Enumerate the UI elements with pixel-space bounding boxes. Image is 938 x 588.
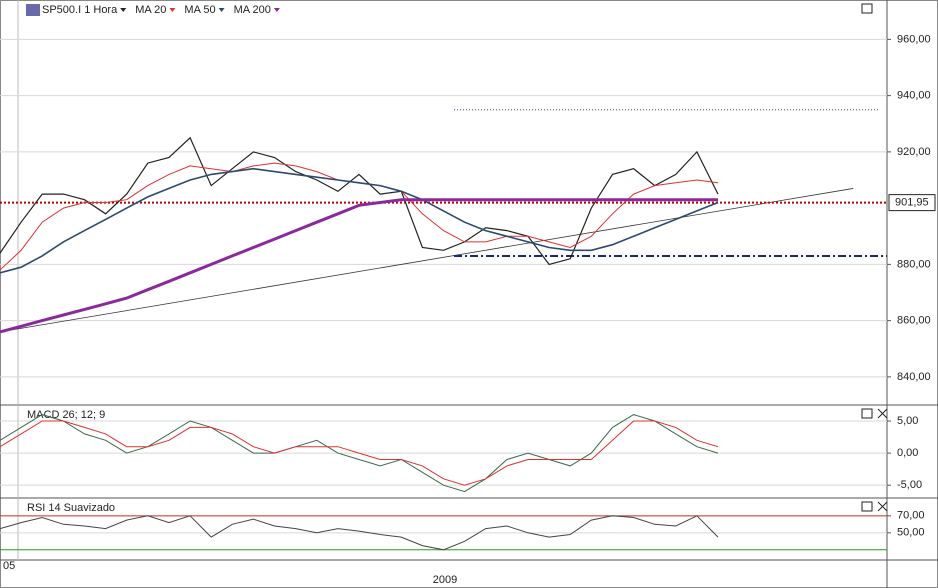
y-tick-label: 70,00 [897, 510, 925, 522]
y-tick-label: 960,00 [897, 33, 931, 45]
trendline [0, 188, 854, 333]
series-line [0, 420, 719, 486]
close-button[interactable] [877, 501, 888, 512]
legend-dropdown [218, 8, 225, 12]
legend-dropdown [169, 8, 176, 12]
x-axis-label: 05 [3, 560, 15, 572]
legend-dropdown [120, 8, 127, 12]
last-price-box [888, 194, 936, 212]
legend-entry: MA 20 [135, 4, 166, 16]
y-tick-label: 860,00 [897, 315, 931, 327]
close-button[interactable] [877, 408, 888, 419]
y-tick-label: 50,00 [897, 527, 925, 539]
panel-title: MACD 26; 12; 9 [27, 409, 105, 421]
y-tick-label: 940,00 [897, 90, 931, 102]
maximize-button[interactable] [861, 3, 873, 14]
legend-dropdown [273, 8, 280, 12]
y-tick-label: 0,00 [897, 447, 918, 459]
legend-entry: SP500.I 1 Hora [42, 4, 118, 16]
y-tick-label: 840,00 [897, 371, 931, 383]
legend-entry: MA 200 [234, 4, 271, 16]
last-price-label: 901,95 [895, 197, 929, 209]
x-axis-label: 2009 [433, 574, 457, 586]
series-line [0, 198, 718, 334]
series-line [0, 414, 719, 493]
series-line [0, 167, 719, 274]
y-tick-label: 5,00 [897, 415, 918, 427]
series-line [0, 515, 719, 551]
cfd-icon [26, 4, 40, 16]
y-tick-label: -5,00 [897, 479, 922, 491]
legend-entry: MA 50 [184, 4, 215, 16]
maximize-button[interactable] [861, 501, 873, 512]
maximize-button[interactable] [861, 408, 873, 419]
y-tick-label: 880,00 [897, 258, 931, 270]
panel-title: RSI 14 Suavizado [27, 502, 115, 514]
y-tick-label: 920,00 [897, 146, 931, 158]
